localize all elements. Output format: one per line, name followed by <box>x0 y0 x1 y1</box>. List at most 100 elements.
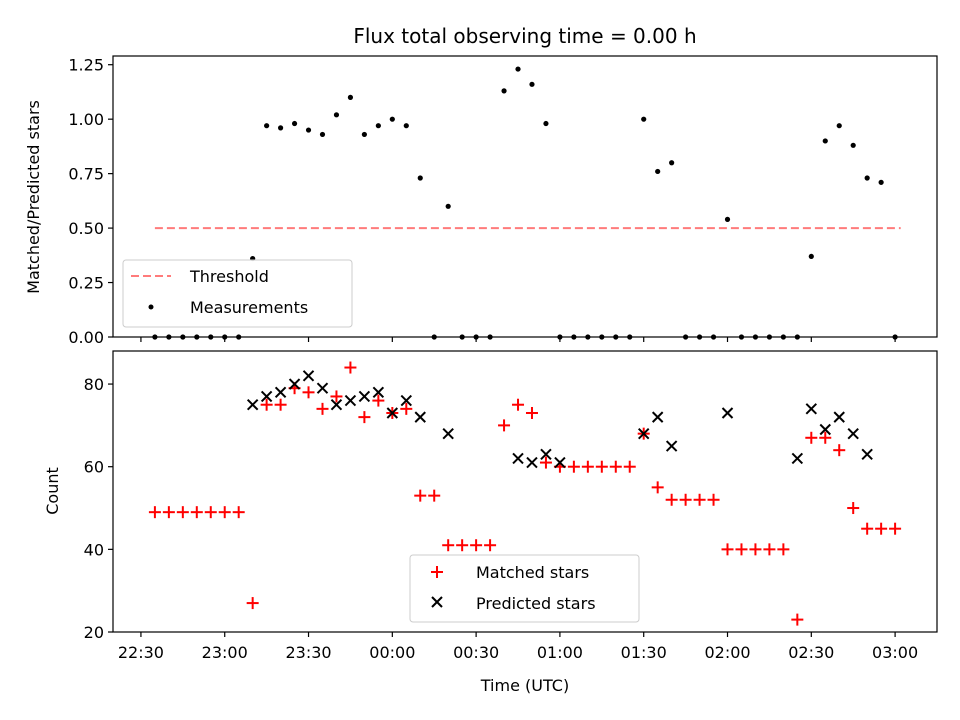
matched-star-point <box>274 398 287 411</box>
bottom-legend-box <box>409 554 640 623</box>
matched-star-point <box>456 539 469 552</box>
matched-star-point <box>651 481 664 494</box>
matched-star-point <box>609 460 622 473</box>
x-axis-label: Time (UTC) <box>480 676 569 695</box>
measurement-point <box>752 334 759 340</box>
matched-star-point <box>721 543 734 556</box>
matched-star-point <box>484 539 497 552</box>
matched-star-point <box>623 460 636 473</box>
measurement-point <box>641 116 647 122</box>
bottom-plot-frame <box>112 350 938 633</box>
measurement-point <box>710 334 717 340</box>
matched-star-point <box>190 506 203 519</box>
top-y-tick-label: 0.50 <box>68 219 104 238</box>
legend-predicted-swatch <box>431 596 443 608</box>
predicted-star-point <box>442 427 454 440</box>
measurement-point <box>599 334 605 340</box>
measurement-point <box>208 334 214 340</box>
measurement-point <box>333 112 340 118</box>
measurement-point <box>850 142 856 148</box>
matched-star-point <box>819 431 832 444</box>
measurement-point <box>696 334 703 340</box>
bottom-panel: 20 40 60 80 22:30 23:00 23:30 00:00 00:30 01:00 0… <box>43 350 938 695</box>
top-plot-frame <box>112 55 938 338</box>
measurement-point <box>529 81 535 87</box>
top-y-axis-label: Matched/Predicted stars <box>24 100 43 294</box>
predicted-star-point <box>665 440 678 452</box>
matched-star-point <box>162 506 175 519</box>
measurement-point <box>738 334 745 340</box>
measurement-point <box>291 120 298 127</box>
x-tick-label: 01:30 <box>621 643 667 662</box>
measurement-point <box>557 334 563 340</box>
x-tick-label: 22:30 <box>118 643 164 662</box>
measurement-point <box>501 88 507 94</box>
matched-star-point <box>358 411 371 424</box>
matched-star-point <box>581 460 594 473</box>
matched-star-point <box>218 506 231 519</box>
matched-star-point <box>539 456 552 469</box>
matched-star-point <box>260 398 273 411</box>
measurement-point <box>236 334 242 340</box>
predicted-star-point <box>288 378 301 390</box>
matched-star-point <box>414 489 427 502</box>
matched-star-point <box>232 506 245 519</box>
predicted-star-point <box>274 386 287 399</box>
matched-star-point <box>470 539 483 552</box>
top-y-tick-label: 0.25 <box>68 274 104 293</box>
measurement-point <box>403 123 409 129</box>
matched-star-point <box>302 386 315 399</box>
matched-star-point <box>875 522 888 535</box>
top-y-tick-label: 0.00 <box>68 328 104 347</box>
matched-star-point <box>204 506 217 519</box>
matched-star-point <box>805 431 818 444</box>
x-tick-label: 00:30 <box>453 643 499 662</box>
measurement-point <box>836 123 842 129</box>
matched-star-point <box>316 402 329 415</box>
predicted-points <box>246 370 873 469</box>
predicted-star-point <box>540 448 552 461</box>
legend-threshold-label: Threshold <box>189 267 269 286</box>
measurement-point <box>892 334 898 340</box>
matched-star-point <box>749 543 762 556</box>
measurement-point <box>794 334 800 340</box>
predicted-star-point <box>246 399 259 411</box>
predicted-star-point <box>721 407 734 419</box>
measurement-point <box>571 334 577 340</box>
predicted-star-point <box>400 394 412 407</box>
matched-star-point <box>567 460 580 473</box>
measurement-point <box>473 334 479 340</box>
measurement-point <box>683 334 689 340</box>
legend-measurements-label: Measurements <box>190 298 308 317</box>
matched-star-point <box>330 390 343 403</box>
measurement-point <box>613 334 619 340</box>
matched-points <box>148 361 902 626</box>
bottom-x-ticks: 22:30 23:00 23:30 00:00 00:30 01:00 01:30 02:00… <box>118 632 918 662</box>
measurement-point <box>222 334 228 340</box>
predicted-star-point <box>791 452 804 465</box>
matched-star-point <box>372 394 385 407</box>
measurement-point <box>277 125 284 131</box>
x-tick-label: 00:00 <box>369 643 415 662</box>
matched-star-point <box>679 493 692 506</box>
matched-star-point <box>707 493 720 506</box>
predicted-star-point <box>414 411 426 423</box>
bottom-y-axis-label: Count <box>43 467 62 515</box>
matched-star-point <box>763 543 776 556</box>
measurement-point <box>585 334 591 340</box>
bottom-y-ticks: 20 40 60 80 <box>84 375 113 642</box>
matched-star-point <box>344 361 357 374</box>
measurement-point <box>194 334 200 340</box>
measurement-point <box>389 116 395 122</box>
matched-star-point <box>777 543 790 556</box>
x-tick-label: 03:00 <box>872 643 918 662</box>
measurement-point <box>417 175 423 181</box>
matched-star-point <box>833 444 846 457</box>
measurement-point <box>808 253 814 260</box>
measurement-point <box>375 123 381 129</box>
measurement-point <box>264 123 270 129</box>
predicted-star-point <box>861 448 873 461</box>
top-legend: Threshold Measurements <box>122 259 353 328</box>
bottom-y-tick-label: 20 <box>84 623 104 642</box>
